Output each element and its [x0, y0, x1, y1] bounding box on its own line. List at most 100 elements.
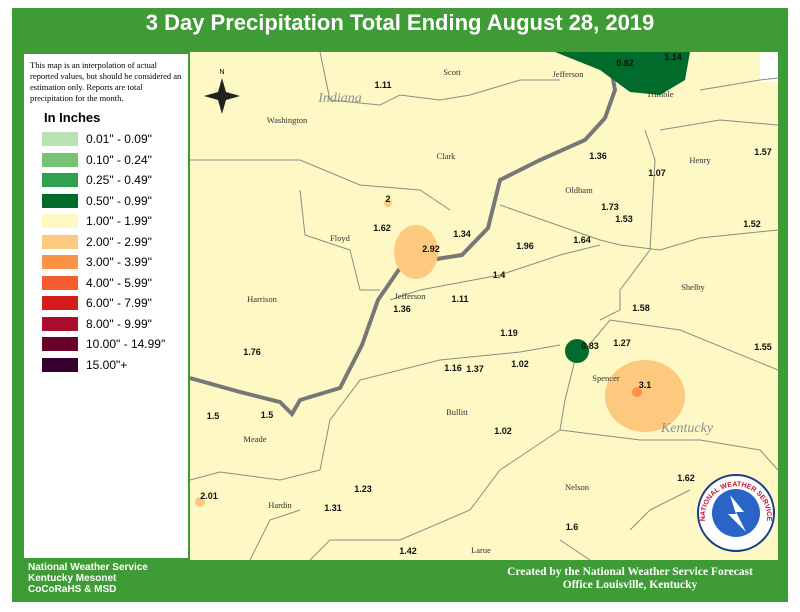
legend-item: 2.00" - 2.99" — [42, 232, 188, 253]
legend-label: 1.00" - 1.99" — [86, 214, 152, 229]
legend-label: 8.00" - 9.99" — [86, 316, 152, 331]
precip-area — [394, 225, 438, 279]
precip-area — [555, 52, 690, 95]
county-line — [249, 509, 301, 560]
legend-item: 4.00" - 5.99" — [42, 273, 188, 294]
county-line — [319, 52, 560, 106]
report-value: 1.96 — [516, 241, 534, 251]
north-label: N — [219, 69, 224, 76]
precip-area — [605, 360, 685, 432]
legend: This map is an interpolation of actual r… — [24, 54, 188, 558]
report-value: 1.73 — [601, 202, 619, 212]
report-value: 1.62 — [677, 473, 695, 483]
legend-swatch — [42, 357, 78, 372]
report-value: 1.64 — [573, 235, 591, 245]
county-lines — [190, 52, 778, 560]
county-line — [499, 204, 778, 251]
legend-item: 8.00" - 9.99" — [42, 314, 188, 335]
report-value: 1.6 — [566, 522, 579, 532]
legend-item: 0.01" - 0.09" — [42, 129, 188, 150]
county-label: Harrison — [247, 294, 277, 304]
legend-swatch — [42, 173, 78, 188]
report-value: 1.57 — [754, 147, 772, 157]
legend-label: 0.10" - 0.24" — [86, 152, 152, 167]
county-line — [299, 189, 380, 291]
legend-label: 4.00" - 5.99" — [86, 275, 152, 290]
county-label: Bullitt — [446, 407, 468, 417]
county-label: Meade — [243, 434, 266, 444]
report-value: 1.76 — [243, 347, 261, 357]
legend-label: 15.00"+ — [86, 357, 128, 372]
report-value: 0.83 — [581, 341, 599, 351]
report-value: 1.34 — [453, 229, 471, 239]
county-label: Spencer — [592, 373, 620, 383]
report-value: 1.11 — [451, 294, 468, 304]
legend-swatch — [42, 193, 78, 208]
county-line — [659, 77, 778, 131]
north-arrow: N — [204, 69, 240, 114]
report-value: 1.36 — [393, 304, 411, 314]
footer-line: CoCoRaHS & MSD — [28, 584, 117, 595]
legend-swatch — [42, 275, 78, 290]
report-value: 3.1 — [639, 380, 652, 390]
report-value: 1.52 — [743, 219, 761, 229]
legend-swatch — [42, 316, 78, 331]
county-label: Oldham — [565, 185, 593, 195]
precip-area — [384, 199, 392, 207]
legend-swatch — [42, 132, 78, 147]
arrow-shape — [204, 78, 240, 114]
legend-label: 3.00" - 3.99" — [86, 255, 152, 270]
legend-item: 3.00" - 3.99" — [42, 252, 188, 273]
report-value: 2 — [385, 194, 390, 204]
report-value: 1.55 — [754, 342, 772, 352]
precip-area — [565, 339, 589, 363]
legend-item: 10.00" - 14.99" — [42, 334, 188, 355]
legend-label: 2.00" - 2.99" — [86, 234, 152, 249]
county-label: Henry — [689, 155, 711, 165]
report-value: 2.01 — [200, 491, 218, 501]
report-value: 1.58 — [632, 303, 650, 313]
report-value: 1.07 — [648, 168, 666, 178]
county-label: Floyd — [330, 233, 351, 243]
county-line — [190, 159, 451, 211]
legend-items: 0.01" - 0.09" 0.10" - 0.24" 0.25" - 0.49" 0… — [24, 129, 188, 375]
legend-swatch — [42, 234, 78, 249]
report-value: 0.82 — [616, 58, 634, 68]
report-value: 1.36 — [589, 151, 607, 161]
report-value: 1.5 — [261, 410, 274, 420]
report-value: 1.19 — [500, 328, 518, 338]
report-value: 1.37 — [466, 364, 484, 374]
county-line — [599, 129, 656, 321]
report-value: 1.53 — [615, 214, 633, 224]
legend-note: This map is an interpolation of actual r… — [30, 60, 182, 103]
state-label: Indiana — [317, 91, 362, 106]
county-line — [190, 344, 561, 481]
title: 3 Day Precipitation Total Ending August … — [145, 10, 655, 35]
county-label: Scott — [443, 67, 461, 77]
legend-item: 6.00" - 7.99" — [42, 293, 188, 314]
legend-label: 0.25" - 0.49" — [86, 173, 152, 188]
report-value: 1.16 — [444, 363, 462, 373]
precip-area — [632, 387, 642, 397]
map: Indiana Kentucky Scott Jefferson Trimble Wash… — [190, 52, 778, 560]
footer-line: Kentucky Mesonet — [28, 573, 117, 584]
report-value: 1.23 — [354, 484, 372, 494]
map-bg — [190, 52, 778, 560]
footer-line: Office Louisville, Kentucky — [562, 579, 698, 591]
footer-line: Created by the National Weather Service … — [507, 566, 753, 578]
legend-item: 1.00" - 1.99" — [42, 211, 188, 232]
county-label: Trimble — [646, 89, 673, 99]
county-label: Hardin — [268, 500, 292, 510]
legend-label: 6.00" - 7.99" — [86, 296, 152, 311]
county-label: Shelby — [681, 282, 705, 292]
report-value: 1.4 — [493, 270, 506, 280]
county-label: Clark — [437, 151, 457, 161]
county-line — [584, 319, 778, 371]
report-value: 1.31 — [324, 503, 342, 513]
blank — [760, 52, 778, 82]
legend-label: 0.50" - 0.99" — [86, 193, 152, 208]
nws-logo: NATIONAL WEATHER SERVICE — [697, 474, 775, 552]
county-label: Jefferson — [553, 69, 585, 79]
report-value: 1.62 — [373, 223, 391, 233]
state-label: Kentucky — [660, 421, 714, 436]
